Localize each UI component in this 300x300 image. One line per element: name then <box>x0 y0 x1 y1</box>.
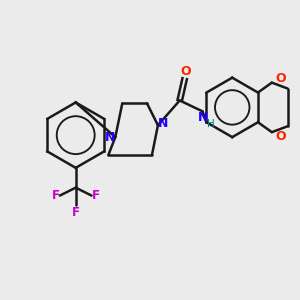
Text: N: N <box>158 117 168 130</box>
Text: O: O <box>275 72 286 85</box>
Text: O: O <box>275 130 286 142</box>
Text: F: F <box>72 206 80 219</box>
Text: F: F <box>92 189 100 202</box>
Text: N: N <box>198 111 209 124</box>
Text: N: N <box>105 130 116 144</box>
Text: O: O <box>180 65 191 78</box>
Text: F: F <box>52 189 60 202</box>
Text: H: H <box>207 119 214 129</box>
